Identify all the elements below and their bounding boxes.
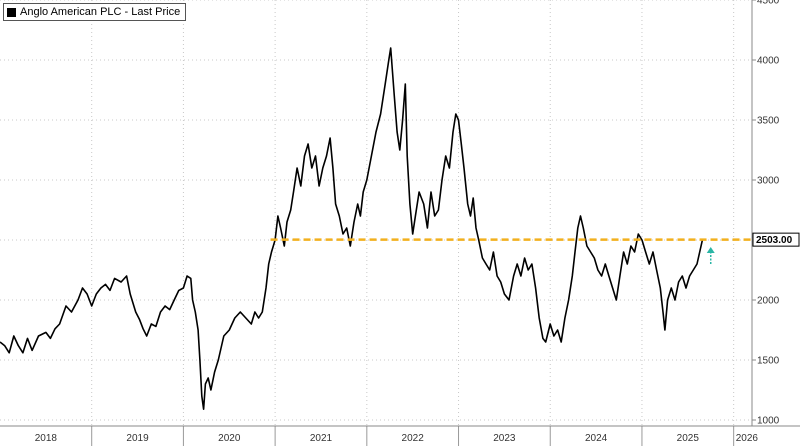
x-axis: 2018 2019 2020 2021 2022 2023 2024 2025 2026 [0, 425, 800, 446]
arrow-marker-layer [706, 247, 715, 264]
x-tick-label: 2019 [126, 433, 149, 444]
y-tick-label: 3000 [757, 176, 780, 187]
y-tick-label: 1000 [757, 416, 780, 427]
y-tick-label: 1500 [757, 356, 780, 367]
y-axis: 1000 1500 2000 3000 3500 4000 4500 [751, 0, 780, 427]
y-tick-label: 4500 [757, 0, 780, 7]
x-tick-label: 2020 [218, 433, 241, 444]
y-tick-label: 2000 [757, 296, 780, 307]
legend: Anglo American PLC - Last Price [3, 3, 187, 21]
x-tick-label: 2025 [677, 433, 700, 444]
x-tick-label: 2022 [402, 433, 425, 444]
x-tick-label: 2023 [493, 433, 516, 444]
reference-line-layer: 2503.00 [270, 232, 800, 247]
grid [0, 0, 752, 426]
series-layer [0, 47, 704, 410]
legend-label: Anglo American PLC - Last Price [20, 6, 181, 18]
x-tick-label: 2021 [310, 433, 333, 444]
legend-swatch [7, 7, 16, 17]
y-tick-label: 3500 [757, 116, 780, 127]
x-tick-label: 2026 [736, 433, 759, 444]
x-tick-label: 2024 [585, 433, 608, 444]
y-tick-label: 4000 [757, 56, 780, 67]
arrow-marker-head [706, 247, 715, 253]
reference-label-box [752, 232, 800, 247]
x-tick-label: 2018 [35, 433, 58, 444]
reference-label: 2503.00 [756, 235, 793, 246]
price-series-line [0, 47, 704, 410]
